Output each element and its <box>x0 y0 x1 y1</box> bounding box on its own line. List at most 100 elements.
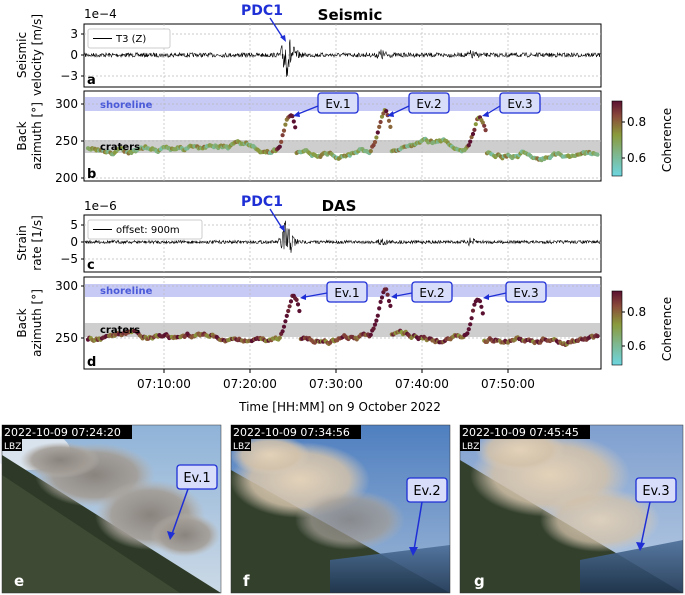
colorbar-b: 0.8 0.6 Coherence <box>611 100 674 177</box>
colorbar-d-label: Coherence <box>660 297 674 361</box>
backazimuth-point <box>368 149 373 154</box>
photo-g-station: LBZ <box>462 442 479 452</box>
panel-d-yticks: 300 250 <box>55 279 84 345</box>
backazimuth-point <box>372 322 378 327</box>
backazimuth-point <box>386 118 392 123</box>
panel-a-ytick-label: 3 <box>70 27 78 41</box>
backazimuth-point <box>293 125 298 130</box>
backazimuth-point <box>281 324 287 329</box>
backazimuth-point <box>381 111 386 116</box>
backazimuth-point <box>290 114 295 119</box>
x-tick-label: 07:20:00 <box>223 377 277 391</box>
backazimuth-point <box>375 313 380 318</box>
panel-b-ylabel-line2: azimuth [°] <box>30 102 44 170</box>
panel-d-event-ev2: Ev.2 <box>391 281 453 303</box>
backazimuth-point <box>368 332 373 337</box>
backazimuth-point <box>291 119 296 124</box>
backazimuth-point <box>472 302 477 307</box>
photo-f-letter: f <box>243 572 250 590</box>
colorbar-d-tick: 0.8 <box>627 305 646 319</box>
panel-c-event-arrow <box>269 208 283 229</box>
backazimuth-point <box>386 298 392 304</box>
panel-b-event-label: Ev.1 <box>325 97 350 111</box>
panel-a-seismic: Seismic 1e−4 3 0 −3 Seismic velocity [m/… <box>15 3 602 96</box>
panel-a-multiplier: 1e−4 <box>84 7 117 21</box>
panel-d-ylabel-line1: Back <box>15 308 29 337</box>
backazimuth-point <box>480 311 485 316</box>
photo-f-event-label: Ev.2 <box>413 484 440 499</box>
panel-b-craters-label: craters <box>100 142 140 153</box>
backazimuth-point <box>372 140 378 145</box>
backazimuth-point <box>483 128 488 133</box>
backazimuth-point <box>468 322 473 327</box>
colorbar-d-tick: 0.6 <box>627 339 646 353</box>
backazimuth-point <box>374 135 379 140</box>
panel-b-ytick-label: 300 <box>55 97 78 111</box>
backazimuth-point <box>280 133 285 138</box>
panel-c-legend: offset: 900m <box>87 219 203 240</box>
panel-a-ytick-label: −3 <box>60 69 78 83</box>
panel-d-ytick-label: 250 <box>55 331 78 345</box>
backazimuth-point <box>377 306 382 311</box>
panel-a-vgrid <box>163 24 509 87</box>
panel-a-title: Seismic <box>318 6 383 24</box>
x-axis: 07:10:00 07:20:00 07:30:00 07:40:00 07:5… <box>137 369 535 414</box>
panel-d-ytick-label: 300 <box>55 279 78 293</box>
backazimuth-point <box>384 287 389 292</box>
panel-b-event-ev2: Ev.2 <box>387 92 450 117</box>
panel-b-letter: b <box>87 167 96 182</box>
panel-c-ylabel-line1: Strain <box>15 225 29 261</box>
x-tick-label: 07:10:00 <box>137 377 191 391</box>
panel-c-ytick-label: −5 <box>60 252 78 266</box>
photo-e-timestamp: 2022-10-09 07:24:20 <box>4 426 121 439</box>
x-tick-label: 07:30:00 <box>309 377 363 391</box>
backazimuth-point <box>283 122 288 127</box>
panel-b-event-ev3: Ev.3 <box>482 92 541 117</box>
backazimuth-point <box>385 292 390 297</box>
panel-c-ylabel: Strain rate [1/s] <box>15 215 44 270</box>
panel-b-vgrid <box>163 91 509 181</box>
backazimuth-point <box>473 122 478 127</box>
colorbar-b-label: Coherence <box>660 108 674 172</box>
backazimuth-point <box>480 120 485 125</box>
panel-b-event-label: Ev.3 <box>507 97 532 111</box>
photo-f-station: LBZ <box>233 442 250 452</box>
panel-d-axes <box>83 276 602 370</box>
photo-g-letter: g <box>474 572 485 590</box>
colorbar-b-tick: 0.8 <box>627 115 646 129</box>
backazimuth-point <box>469 316 474 321</box>
panel-d-event-label: Ev.2 <box>419 286 444 300</box>
backazimuth-point <box>388 124 393 129</box>
backazimuth-point <box>470 131 476 137</box>
colorbar-b-tick: 0.6 <box>627 151 646 165</box>
photo-g-timestamp: 2022-10-09 07:45:45 <box>462 426 579 439</box>
photo-e-station: LBZ <box>4 442 21 452</box>
photo-g: 2022-10-09 07:45:45 LBZ Ev.3 g <box>459 424 684 594</box>
panel-d-ylabel-line2: azimuth [°] <box>30 289 44 357</box>
panel-a-ylabel-line2: velocity [m/s] <box>30 14 44 96</box>
photo-e-letter: e <box>14 572 24 590</box>
backazimuth-point <box>374 318 379 323</box>
backazimuth-point <box>379 114 385 119</box>
panel-b-backazimuth: shoreline craters 300 250 200 Back azimu… <box>15 90 602 185</box>
panel-c-event-label: PDC1 <box>241 194 283 210</box>
backazimuth-point <box>465 331 470 336</box>
backazimuth-point <box>288 299 294 304</box>
backazimuth-point <box>377 124 382 129</box>
backazimuth-point <box>477 299 483 304</box>
backazimuth-point <box>277 335 282 340</box>
backazimuth-point <box>378 119 383 125</box>
backazimuth-point <box>371 326 376 331</box>
panel-d-vgrid <box>163 277 509 369</box>
photo-e-event-label: Ev.1 <box>183 471 210 486</box>
panel-d-backazimuth: shoreline craters 300 250 Back azimuth [… <box>15 276 602 370</box>
panel-c-ytick-label: 5 <box>70 218 78 232</box>
panel-d-event-label: Ev.3 <box>513 286 538 300</box>
panel-d-shoreline-label: shoreline <box>100 286 153 297</box>
panel-a-event-label: PDC1 <box>241 3 283 19</box>
backazimuth-point <box>280 329 285 334</box>
panel-b-ylabel-line1: Back <box>15 121 29 150</box>
backazimuth-point <box>388 303 393 308</box>
backazimuth-point <box>277 144 282 149</box>
panel-a-legend: T3 (Z) <box>87 28 171 49</box>
